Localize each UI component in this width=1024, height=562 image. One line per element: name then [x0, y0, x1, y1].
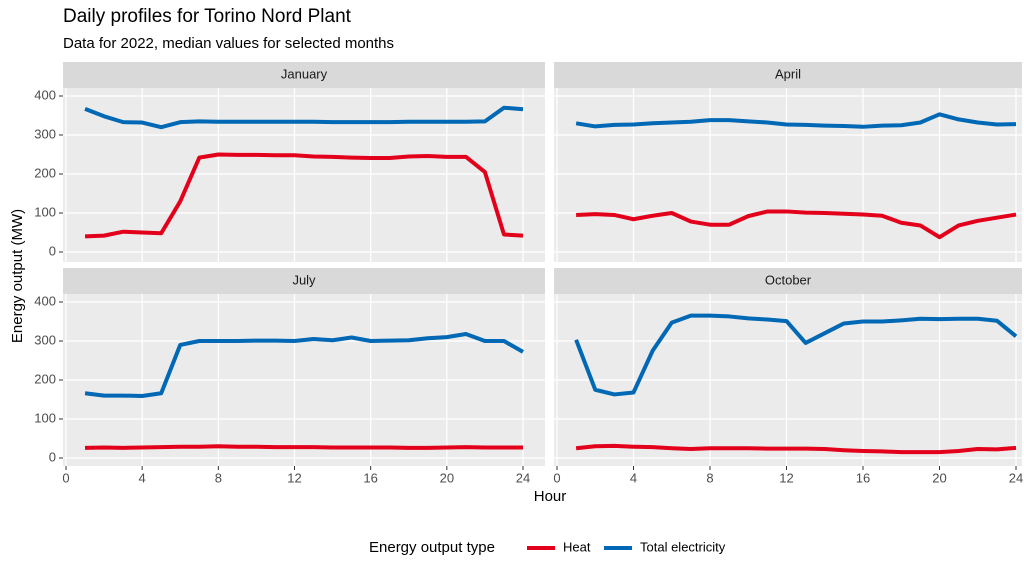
series-line	[84, 331, 524, 398]
x-tick-label: 24	[516, 470, 530, 485]
x-tick-label: 8	[706, 470, 713, 485]
y-tick-label: 200	[34, 371, 56, 386]
panel-strip	[554, 268, 1022, 294]
panel-strip	[63, 268, 545, 294]
series-line	[575, 443, 1017, 455]
y-tick-label: 400	[34, 87, 56, 102]
chart-title: Daily profiles for Torino Nord Plant	[63, 6, 352, 27]
y-tick-label: 0	[49, 449, 56, 464]
x-tick-label: 12	[779, 470, 793, 485]
legend-label: Heat	[563, 539, 591, 554]
legend-title: Energy output type	[369, 539, 495, 556]
panel-background	[554, 88, 1022, 262]
x-tick-label: 4	[630, 470, 637, 485]
y-tick-label: 100	[34, 410, 56, 425]
series-line	[575, 112, 1017, 129]
y-tick-label: 0	[49, 243, 56, 258]
panel-strip	[554, 62, 1022, 88]
series-line	[85, 444, 523, 450]
x-tick-label: 24	[1009, 470, 1023, 485]
panel-title: April	[775, 66, 801, 81]
series-line	[84, 152, 524, 239]
panel-strip	[63, 62, 545, 88]
x-tick-label: 0	[62, 470, 69, 485]
y-axis-title: Energy output (MW)	[9, 209, 26, 343]
y-tick-label: 300	[34, 332, 56, 347]
panel-title: July	[292, 272, 316, 287]
series-line	[84, 105, 524, 130]
y-tick-label: 100	[34, 204, 56, 219]
x-tick-label: 20	[440, 470, 454, 485]
series-line	[574, 313, 1018, 397]
x-tick-label: 0	[553, 470, 560, 485]
x-tick-label: 4	[139, 470, 146, 485]
x-tick-label: 20	[932, 470, 946, 485]
series-line	[576, 209, 1017, 240]
x-tick-label: 16	[856, 470, 870, 485]
panel-title: October	[765, 272, 812, 287]
y-tick-label: 200	[34, 165, 56, 180]
legend-label: Total electricity	[640, 539, 726, 554]
panel-background	[63, 88, 545, 262]
x-tick-label: 12	[287, 470, 301, 485]
y-tick-label: 300	[34, 126, 56, 141]
x-axis-title: Hour	[534, 488, 567, 505]
y-tick-label: 400	[34, 293, 56, 308]
x-tick-label: 8	[215, 470, 222, 485]
chart-subtitle: Data for 2022, median values for selecte…	[63, 35, 394, 52]
panel-title: January	[281, 66, 328, 81]
x-tick-label: 16	[363, 470, 377, 485]
